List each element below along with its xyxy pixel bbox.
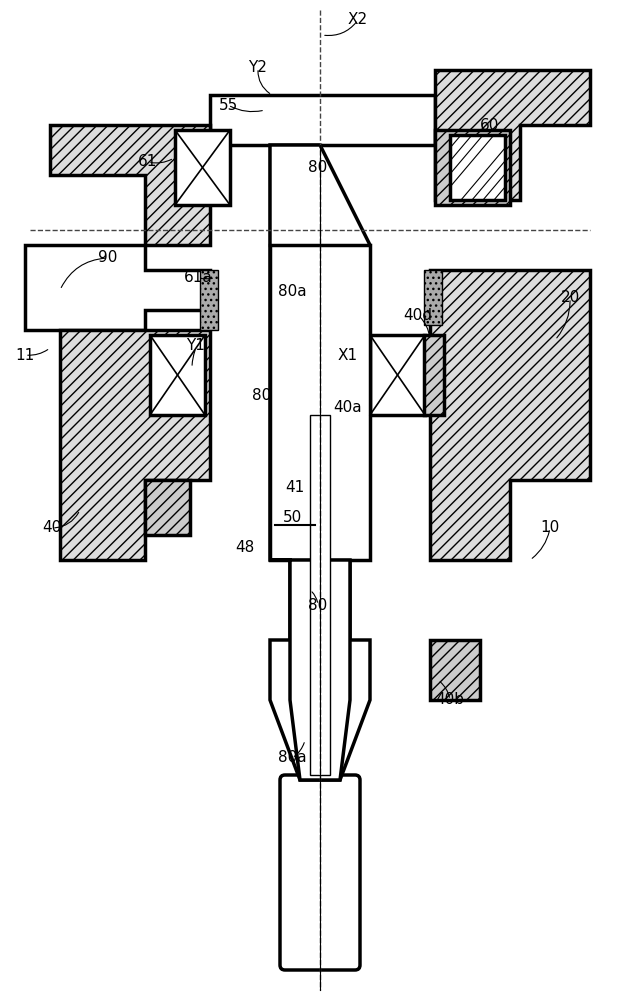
Polygon shape [50,125,210,245]
Text: 10: 10 [540,520,559,536]
Bar [150,335,205,415]
Bar [270,245,370,560]
Bar [370,335,425,415]
Text: 20: 20 [561,290,580,306]
Text: 60: 60 [480,117,500,132]
Bar [200,270,218,330]
Bar [430,640,480,700]
Text: X1: X1 [338,348,358,362]
Text: 50: 50 [282,510,301,526]
Bar [424,335,444,415]
Text: 48: 48 [236,540,255,556]
Text: 80: 80 [252,387,271,402]
Bar [435,130,510,205]
Polygon shape [25,245,210,330]
Text: 90: 90 [99,250,118,265]
Bar [145,480,190,535]
FancyBboxPatch shape [280,775,360,970]
Polygon shape [270,145,320,245]
Polygon shape [210,95,435,145]
Polygon shape [430,270,590,560]
Text: 40a: 40a [333,400,362,416]
Text: 80: 80 [308,597,328,612]
Bar [450,135,505,200]
Polygon shape [435,70,590,200]
Text: Y1: Y1 [187,338,205,353]
Text: 80: 80 [308,160,328,176]
Text: 80a: 80a [278,750,307,766]
Text: 80a: 80a [278,284,307,300]
Text: 55: 55 [218,98,237,112]
Text: 40d: 40d [403,308,433,322]
Polygon shape [270,560,350,780]
Text: Y2: Y2 [248,60,268,76]
Polygon shape [270,145,370,780]
Polygon shape [60,330,210,560]
Text: 41: 41 [285,481,305,495]
Text: 40b: 40b [435,692,465,708]
Bar [424,270,442,325]
Text: 40: 40 [42,520,61,536]
Bar [310,415,330,775]
Text: 61a: 61a [184,270,212,286]
Bar [175,130,230,205]
Text: 11: 11 [15,348,35,362]
Text: X2: X2 [348,12,368,27]
Text: 61: 61 [138,154,157,169]
